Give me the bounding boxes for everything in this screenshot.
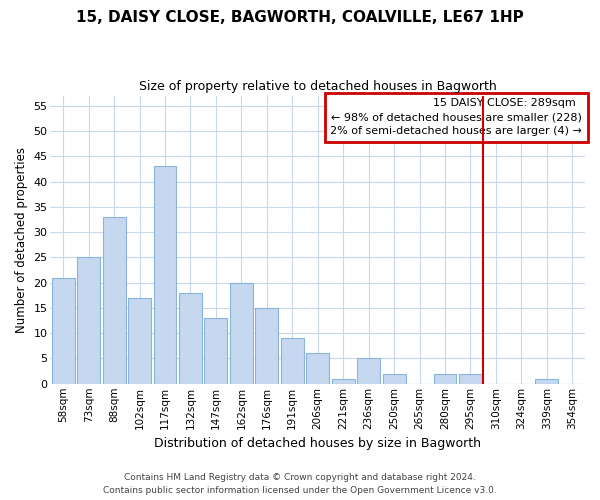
Text: 15, DAISY CLOSE, BAGWORTH, COALVILLE, LE67 1HP: 15, DAISY CLOSE, BAGWORTH, COALVILLE, LE… bbox=[76, 10, 524, 25]
Bar bbox=[306, 354, 329, 384]
Text: Contains HM Land Registry data © Crown copyright and database right 2024.
Contai: Contains HM Land Registry data © Crown c… bbox=[103, 474, 497, 495]
Bar bbox=[357, 358, 380, 384]
Bar bbox=[332, 378, 355, 384]
Bar bbox=[535, 378, 558, 384]
Title: Size of property relative to detached houses in Bagworth: Size of property relative to detached ho… bbox=[139, 80, 497, 93]
Bar bbox=[179, 293, 202, 384]
Bar bbox=[281, 338, 304, 384]
Y-axis label: Number of detached properties: Number of detached properties bbox=[15, 146, 28, 332]
Bar bbox=[434, 374, 457, 384]
Bar bbox=[230, 282, 253, 384]
Bar bbox=[154, 166, 176, 384]
Bar bbox=[77, 258, 100, 384]
X-axis label: Distribution of detached houses by size in Bagworth: Distribution of detached houses by size … bbox=[154, 437, 481, 450]
Bar bbox=[52, 278, 74, 384]
Bar bbox=[459, 374, 482, 384]
Text: 15 DAISY CLOSE: 289sqm  
← 98% of detached houses are smaller (228)
2% of semi-d: 15 DAISY CLOSE: 289sqm ← 98% of detached… bbox=[331, 98, 583, 136]
Bar bbox=[256, 308, 278, 384]
Bar bbox=[128, 298, 151, 384]
Bar bbox=[205, 318, 227, 384]
Bar bbox=[383, 374, 406, 384]
Bar bbox=[103, 217, 125, 384]
